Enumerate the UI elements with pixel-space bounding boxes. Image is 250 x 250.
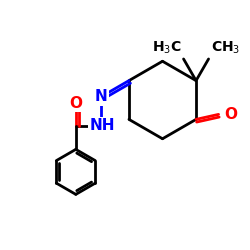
Text: H$_3$C: H$_3$C — [152, 40, 182, 56]
Text: O: O — [224, 107, 237, 122]
Text: NH: NH — [89, 118, 115, 133]
Text: CH$_3$: CH$_3$ — [210, 40, 240, 56]
Text: N: N — [94, 90, 107, 104]
Text: O: O — [69, 96, 82, 111]
